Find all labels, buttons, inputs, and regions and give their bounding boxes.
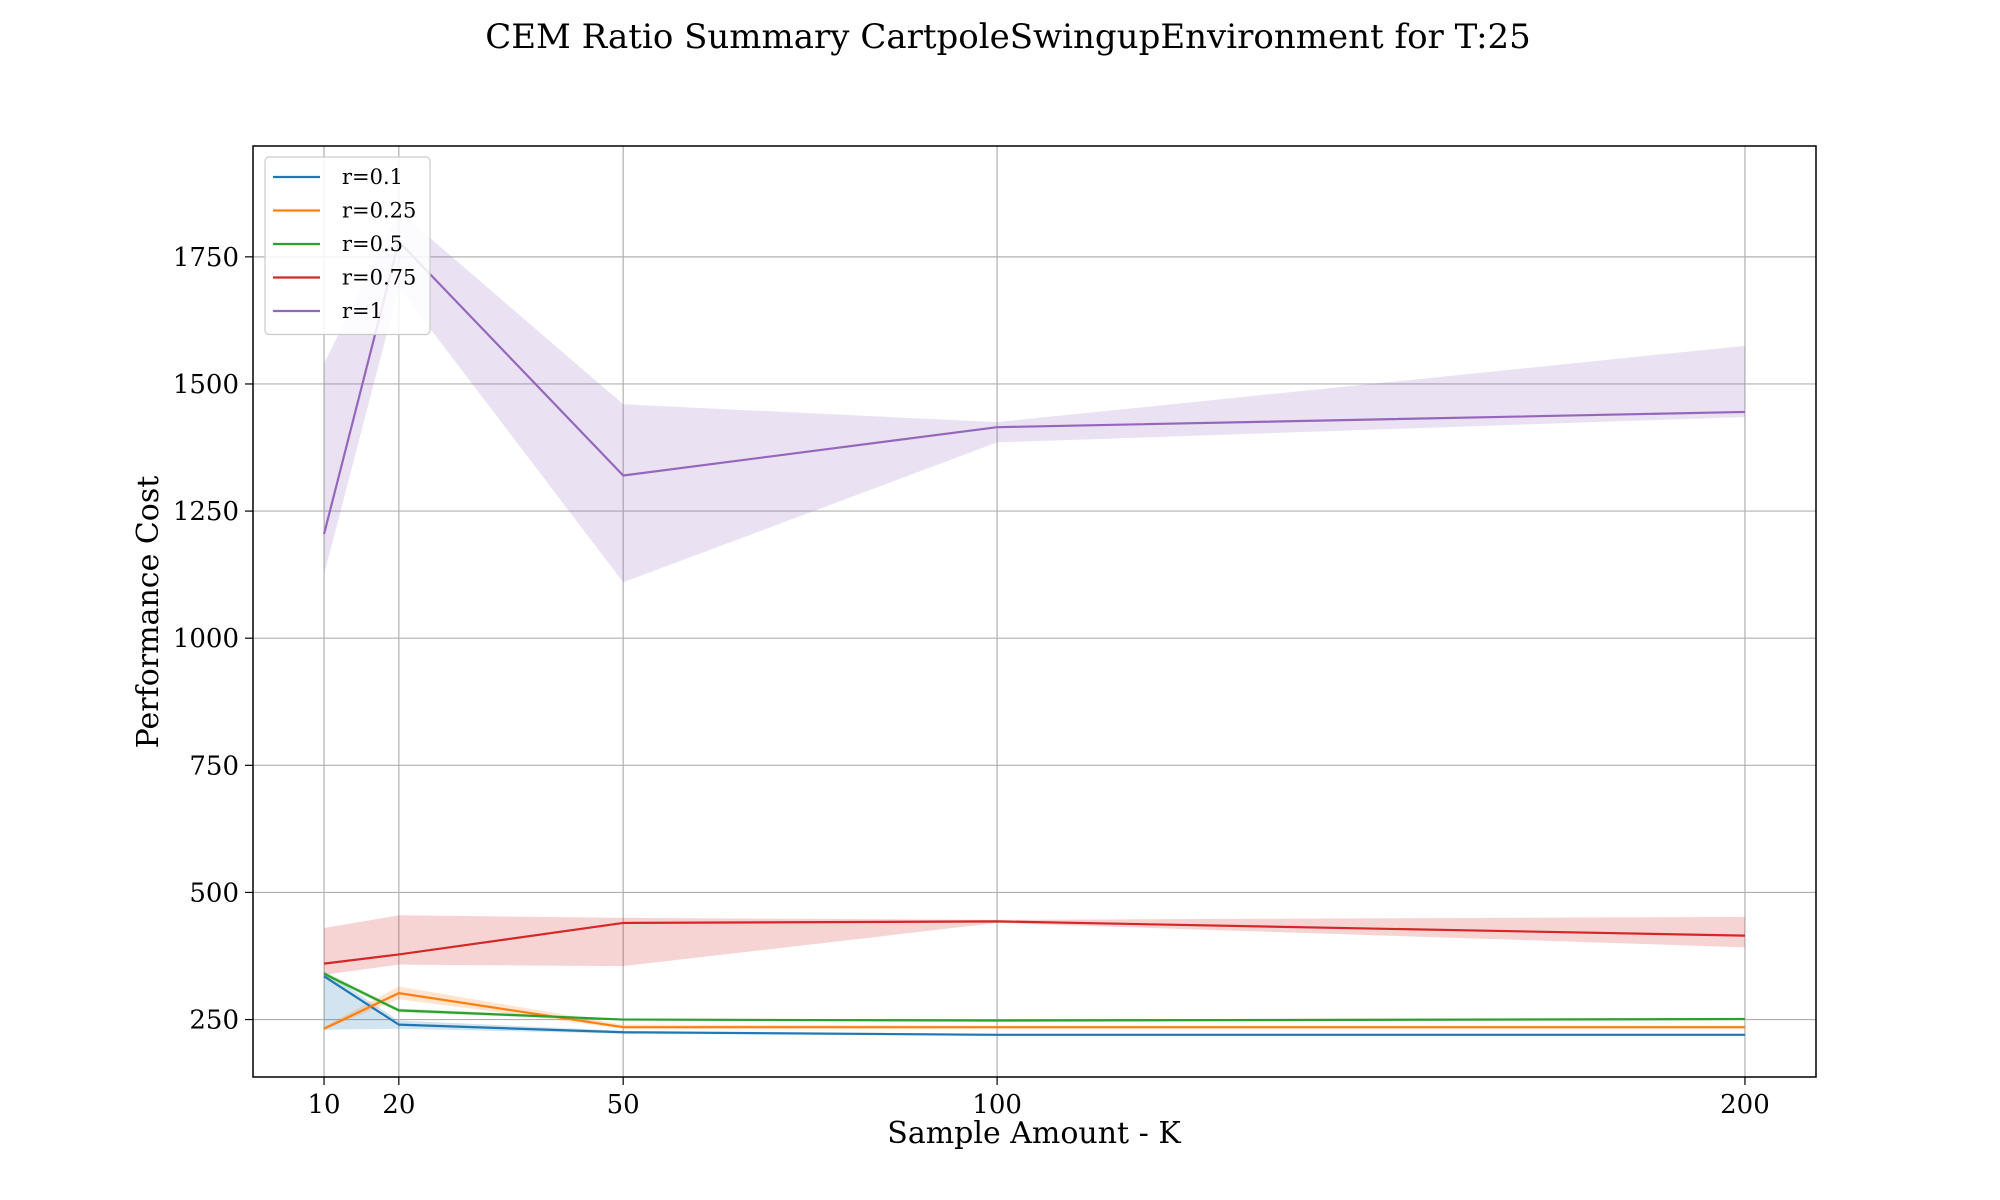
series-line-r-0-25 xyxy=(323,992,1745,1030)
y-axis-ticks: 250 500 750 1000 1250 1500 1750 xyxy=(173,243,253,1036)
y-tick-label: 250 xyxy=(189,1006,239,1036)
x-tick-label: 50 xyxy=(607,1090,640,1120)
chart-title: CEM Ratio Summary CartpoleSwingupEnviron… xyxy=(485,17,1531,57)
x-tick-label: 10 xyxy=(307,1090,340,1120)
band-r-1 xyxy=(324,211,1745,583)
series-line-r-1 xyxy=(322,240,1745,535)
y-tick-label: 1500 xyxy=(173,370,239,400)
x-axis-label: Sample Amount - K xyxy=(887,1116,1181,1151)
y-tick-label: 1000 xyxy=(173,624,239,654)
legend-box xyxy=(264,156,431,336)
x-tick-label: 100 xyxy=(972,1090,1022,1120)
band-r-0-75 xyxy=(324,915,1745,975)
series-line-r-0-1 xyxy=(323,975,1745,1036)
y-tick-label: 750 xyxy=(189,751,239,781)
series-line-r-0-5 xyxy=(323,972,1745,1022)
confidence-bands xyxy=(324,211,1745,1036)
legend-label: r=0.75 xyxy=(342,266,416,290)
x-tick-label: 200 xyxy=(1720,1090,1770,1120)
y-tick-label: 1250 xyxy=(173,497,239,527)
legend-label: r=0.25 xyxy=(342,199,416,223)
legend-label: r=0.5 xyxy=(342,232,403,256)
y-tick-label: 1750 xyxy=(173,243,239,273)
plot-frame xyxy=(252,145,1817,1078)
x-axis-ticks: 10 20 50 100 200 xyxy=(307,1077,1770,1120)
band-r-0-1 xyxy=(324,971,1745,1036)
x-tick-label: 20 xyxy=(382,1090,415,1120)
y-axis-label: Performance Cost xyxy=(131,476,166,749)
grid xyxy=(253,146,1816,1077)
series-line-r-0-75 xyxy=(323,920,1745,965)
legend-label: r=0.1 xyxy=(342,165,403,189)
legend: r=0.1 r=0.25 r=0.5 r=0.75 r=1 xyxy=(264,156,431,336)
series-lines xyxy=(322,240,1745,1036)
legend-label: r=1 xyxy=(342,299,383,323)
y-tick-label: 500 xyxy=(189,878,239,908)
